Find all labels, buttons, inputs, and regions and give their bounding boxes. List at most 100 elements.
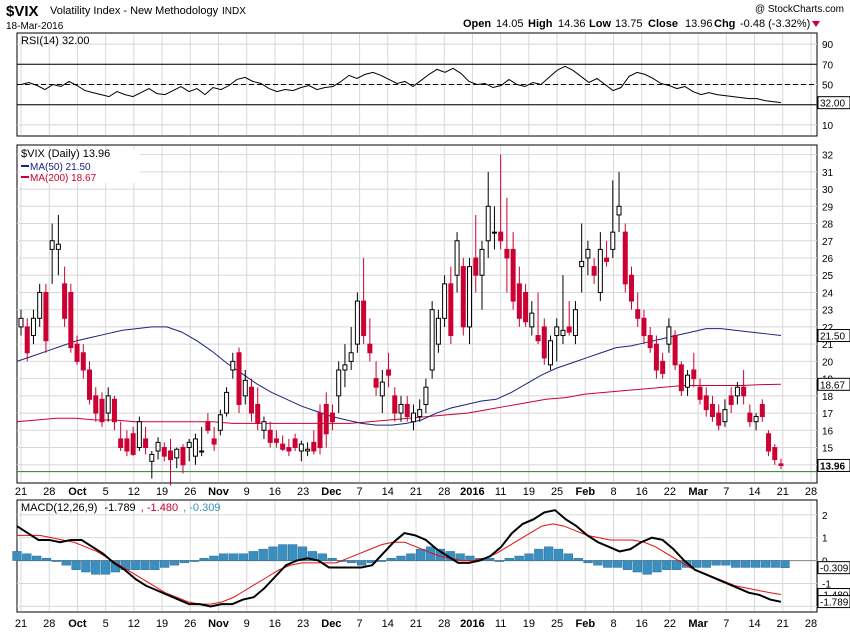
candle-body: [653, 343, 659, 371]
ma50-line: [16, 326, 782, 426]
x-tick-label: 16: [269, 486, 281, 498]
macd-histogram-bar: [583, 560, 593, 564]
candle-body: [485, 205, 491, 242]
macd-histogram-bar: [347, 560, 357, 564]
rsi-last-value-box: [817, 96, 850, 110]
candle-body: [572, 309, 578, 337]
macd-last-value: -1.789: [820, 598, 849, 609]
candle-body: [348, 352, 354, 362]
candle-body: [37, 291, 43, 319]
candle-body: [298, 443, 304, 452]
price-tick-label: 21: [822, 340, 834, 351]
candle-body: [74, 343, 80, 362]
low-value: 13.75: [615, 18, 643, 30]
candle-body: [691, 369, 697, 380]
open-label: Open: [463, 18, 491, 30]
x-tick-label: 14: [382, 618, 394, 630]
candle-body: [685, 374, 691, 388]
candle-body: [311, 441, 317, 452]
candle-body: [68, 291, 74, 349]
x-tick-label: Nov: [208, 618, 230, 630]
candle-body: [292, 438, 298, 449]
candle-body: [417, 409, 423, 418]
x-tick-label: Oct: [68, 618, 87, 630]
candle-body: [217, 414, 223, 431]
high-label: High: [528, 18, 553, 30]
candle-body: [473, 257, 479, 276]
candle-body: [230, 360, 236, 371]
candle-body: [516, 283, 522, 319]
candle-body: [361, 300, 367, 337]
candle-body: [286, 447, 292, 452]
candle-body: [224, 391, 230, 414]
candle-body: [585, 248, 591, 259]
candle-body: [261, 421, 267, 431]
candle-body: [329, 412, 335, 423]
candle-body: [130, 433, 136, 455]
x-tick-label: Nov: [208, 486, 230, 498]
x-tick-label: 16: [636, 618, 648, 630]
x-tick-label: Feb: [576, 486, 596, 498]
candle-body: [529, 312, 535, 328]
x-tick-label: 11: [495, 486, 506, 498]
x-tick-label: 23: [297, 618, 309, 630]
rsi-title: RSI(14) 32.00: [21, 35, 89, 47]
macd-title-name: MACD(12,26,9): [21, 502, 97, 514]
x-tick-label: 28: [438, 618, 450, 630]
rsi-tick-label: 90: [822, 40, 834, 51]
candle-body: [24, 326, 30, 354]
macd-histogram-bar: [484, 558, 495, 561]
candle-body: [410, 412, 416, 423]
macd-histogram-bar: [534, 548, 544, 561]
macd-histogram-bar: [396, 555, 406, 561]
x-tick-label: 23: [297, 486, 309, 498]
x-tick-label: 26: [184, 618, 196, 630]
candle-body: [267, 429, 273, 443]
candle-body: [305, 448, 311, 452]
price-tick-label: 28: [822, 220, 834, 231]
price-last-value: 13.96: [820, 461, 845, 472]
high-value: 14.36: [558, 18, 586, 30]
x-tick-label: 7: [357, 486, 363, 498]
copyright-label: @ StockCharts.com: [755, 4, 844, 15]
candle-body: [635, 309, 641, 319]
price-title: $VIX (Daily) 13.96: [21, 148, 110, 160]
rsi-tick-label: 50: [822, 81, 834, 92]
macd-histogram-bar: [386, 558, 396, 561]
x-tick-label: Oct: [68, 486, 87, 498]
candle-body: [354, 300, 360, 345]
ma200-line: [16, 383, 782, 424]
price-tick-label: 30: [822, 185, 834, 196]
x-tick-label: 28: [438, 486, 450, 498]
exchange-label: INDX: [222, 6, 246, 17]
macd-histogram-bar: [603, 560, 613, 568]
x-tick-label: Dec: [321, 618, 341, 630]
x-tick-label: 7: [357, 618, 363, 630]
macd-histogram-bar: [681, 560, 692, 568]
candle-body: [404, 403, 410, 418]
price-tick-label: 22: [822, 323, 834, 334]
macd-histogram-bar: [553, 548, 564, 561]
rsi-panel: RSI(14) 32.00 1030507090 32.00: [16, 32, 850, 137]
macd-histogram-bar: [642, 560, 652, 575]
price-frame: [16, 144, 818, 484]
x-tick-label: 19: [156, 486, 168, 498]
macd-title-hist: ,: [183, 502, 189, 514]
price-last-value-box: [817, 458, 850, 472]
candle-body: [460, 266, 466, 328]
macd-histogram-bar: [465, 555, 475, 561]
macd-histogram-bar: [524, 553, 534, 561]
macd-histogram-bar: [721, 560, 731, 566]
candle-body: [454, 240, 460, 276]
x-tick-label: 7: [723, 486, 729, 498]
macd-histogram-bar: [288, 544, 298, 561]
date-label: 18-Mar-2016: [6, 21, 64, 32]
macd-histogram-bar: [228, 553, 239, 561]
x-tick-label: 5: [103, 486, 109, 498]
candle-body: [554, 326, 560, 337]
candle-body: [317, 412, 323, 449]
macd-histogram-bar: [376, 560, 386, 562]
x-tick-label: 14: [382, 486, 394, 498]
candle-body: [273, 438, 279, 443]
